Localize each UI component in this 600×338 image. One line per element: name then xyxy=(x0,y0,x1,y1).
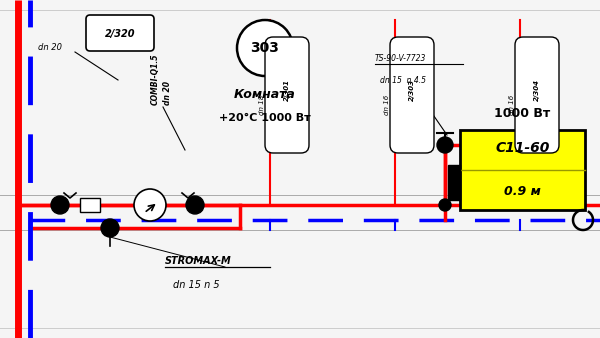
Text: 2/304: 2/304 xyxy=(534,79,540,101)
Text: 2/320: 2/320 xyxy=(105,29,135,39)
Bar xyxy=(80,198,100,212)
Text: 2/303: 2/303 xyxy=(409,79,415,101)
Circle shape xyxy=(51,196,69,214)
Circle shape xyxy=(186,196,204,214)
Text: 0.9 м: 0.9 м xyxy=(504,185,541,198)
Text: +20°C 1000 Вт: +20°C 1000 Вт xyxy=(219,113,311,123)
Text: 1000 Вт: 1000 Вт xyxy=(494,107,551,120)
Text: dn 16: dn 16 xyxy=(384,95,390,115)
Circle shape xyxy=(101,219,119,237)
Circle shape xyxy=(439,199,451,211)
Text: dn 20: dn 20 xyxy=(38,43,62,52)
Text: COMBI-Q1.5: COMBI-Q1.5 xyxy=(151,53,160,105)
Text: 2/301: 2/301 xyxy=(284,79,290,101)
Bar xyxy=(448,165,460,200)
FancyBboxPatch shape xyxy=(515,37,559,153)
Text: C11-60: C11-60 xyxy=(496,141,550,155)
Text: dn 15 n 5: dn 15 n 5 xyxy=(173,280,220,290)
Circle shape xyxy=(437,137,453,153)
Text: dn 15  n 4.5: dn 15 n 4.5 xyxy=(380,76,426,85)
Circle shape xyxy=(237,20,293,76)
Text: dn 20: dn 20 xyxy=(163,81,173,105)
Text: dn 16: dn 16 xyxy=(509,95,515,115)
Text: Комната: Комната xyxy=(234,89,296,101)
Bar xyxy=(460,130,585,210)
Text: STROMAX-M: STROMAX-M xyxy=(165,256,232,266)
Circle shape xyxy=(134,189,166,221)
Text: 303: 303 xyxy=(251,41,280,55)
FancyBboxPatch shape xyxy=(265,37,309,153)
Text: dn 18: dn 18 xyxy=(259,95,265,115)
Text: TS-90-V-7723: TS-90-V-7723 xyxy=(375,54,427,63)
FancyBboxPatch shape xyxy=(86,15,154,51)
FancyBboxPatch shape xyxy=(390,37,434,153)
